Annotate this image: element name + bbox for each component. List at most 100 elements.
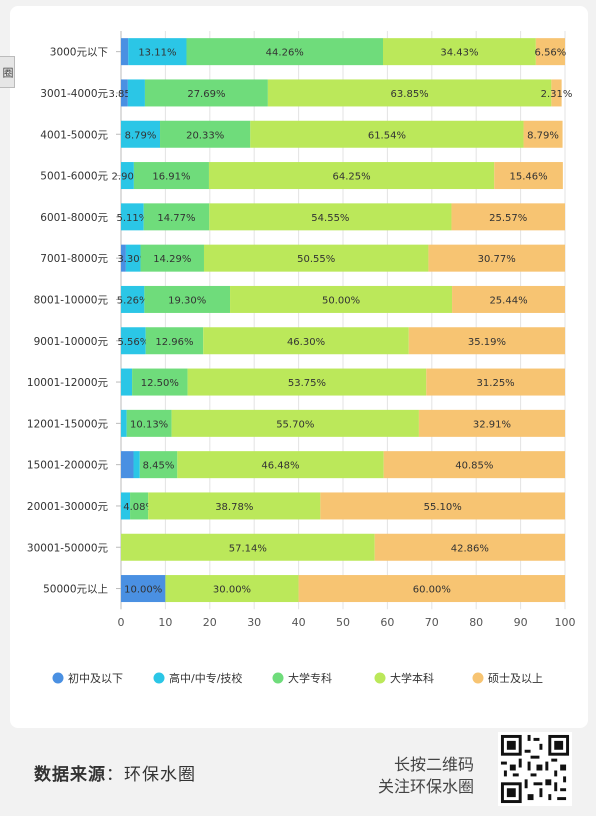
data-label: 40.85%: [455, 461, 493, 472]
bar-segment: [408, 327, 566, 355]
bar-segment: [203, 327, 409, 355]
bar-segment: [451, 203, 565, 231]
footer: 数据来源：环保水圈 长按二维码 关注环保水圈: [0, 730, 596, 816]
bar-segment: [132, 368, 188, 396]
bar-segment: [551, 79, 562, 107]
data-label: 27.69%: [187, 89, 225, 100]
bar-segment: [208, 162, 495, 190]
data-label: 61.54%: [368, 130, 406, 141]
data-label: 2.31%: [541, 89, 573, 100]
data-label: 3.85%: [109, 89, 141, 100]
bar-segment: [121, 79, 128, 107]
category-label: 6001-8000元: [40, 212, 108, 224]
category-label: 3001-4000元: [40, 88, 108, 100]
category-label: 20001-30000元: [27, 501, 109, 513]
bar-segment: [160, 120, 251, 148]
bar-segment: [203, 244, 429, 272]
data-label: 6.56%: [535, 48, 567, 59]
data-label: 50.00%: [322, 295, 360, 306]
bar-segment: [383, 38, 536, 66]
bar-segment: [494, 162, 563, 190]
bar-segment: [121, 368, 133, 396]
bar-segment: [209, 203, 452, 231]
category-label: 4001-5000元: [40, 129, 108, 141]
bar-segment: [128, 38, 187, 66]
legend-marker: [52, 672, 64, 684]
bar-segment: [171, 409, 419, 437]
data-label: 8.79%: [527, 130, 559, 141]
data-label: 12.50%: [141, 378, 179, 389]
source-label: 数据来源: [34, 765, 106, 785]
bar-segment: [121, 120, 161, 148]
data-label: 64.25%: [333, 172, 371, 183]
bar-segment: [121, 492, 131, 520]
source-value: 环保水圈: [124, 765, 196, 785]
qr-caption-line2: 关注环保水圈: [377, 777, 474, 796]
legend-label: 高中/中专/技校: [169, 671, 242, 685]
bar-segment: [121, 575, 166, 603]
data-label: 5.11%: [116, 213, 148, 224]
bar-segment: [250, 120, 524, 148]
bar-segment: [145, 327, 204, 355]
legend-label: 初中及以下: [68, 671, 123, 685]
data-label: 55.70%: [276, 419, 314, 430]
bar-segment: [125, 244, 141, 272]
bar-segment: [230, 285, 453, 313]
x-tick-label: 20: [203, 616, 217, 629]
legend-label: 大学本科: [390, 671, 434, 685]
x-tick-label: 60: [380, 616, 394, 629]
x-tick-label: 90: [514, 616, 528, 629]
category-label: 9001-10000元: [34, 336, 109, 348]
bar-segment: [428, 244, 566, 272]
x-tick-label: 0: [118, 616, 125, 629]
data-label: 35.19%: [468, 337, 506, 348]
category-label: 3000元以下: [50, 47, 108, 59]
bar-segment: [144, 285, 231, 313]
x-tick-label: 100: [555, 616, 576, 629]
data-label: 8.79%: [125, 130, 157, 141]
bar-segment: [523, 120, 563, 148]
data-label: 13.11%: [138, 48, 176, 59]
data-label: 46.30%: [287, 337, 325, 348]
x-tick-label: 50: [336, 616, 350, 629]
bar-segment: [121, 244, 126, 272]
data-label: 10.13%: [130, 419, 168, 430]
qr-code[interactable]: [498, 732, 572, 806]
data-label: 5.56%: [117, 337, 149, 348]
x-tick-label: 10: [158, 616, 172, 629]
bar-segment: [452, 285, 565, 313]
bar-segment: [121, 203, 144, 231]
qr-caption-line1: 长按二维码: [393, 755, 474, 774]
bar-segment: [165, 575, 299, 603]
data-label: 14.77%: [157, 213, 195, 224]
category-label: 8001-10000元: [34, 294, 109, 306]
data-label: 8.45%: [143, 461, 175, 472]
data-label: 20.33%: [186, 130, 224, 141]
bar-segment: [140, 244, 204, 272]
bar-segment: [383, 451, 566, 479]
data-source: 数据来源：环保水圈: [34, 760, 196, 785]
x-tick-label: 70: [425, 616, 439, 629]
data-label: 38.78%: [215, 502, 253, 513]
data-label: 19.30%: [168, 295, 206, 306]
bar-segment: [121, 451, 134, 479]
legend-marker: [472, 672, 484, 684]
bar-segment: [426, 368, 565, 396]
side-tab[interactable]: 圈: [0, 56, 15, 88]
bar-segment: [121, 409, 127, 437]
legend-label: 大学专科: [288, 671, 332, 685]
data-label: 14.29%: [153, 254, 191, 265]
data-label: 44.26%: [266, 48, 304, 59]
category-label: 12001-15000元: [27, 418, 109, 430]
data-label: 63.85%: [391, 89, 429, 100]
bar-segment: [148, 492, 321, 520]
category-label: 7001-8000元: [40, 253, 108, 265]
bar-segment: [127, 79, 145, 107]
category-label: 30001-50000元: [27, 542, 109, 554]
data-label: 2.90%: [112, 172, 144, 183]
bar-segment: [320, 492, 565, 520]
bar-segment: [418, 409, 566, 437]
data-label: 15.46%: [509, 172, 547, 183]
bar-segment: [177, 451, 384, 479]
bar-segment: [298, 575, 565, 603]
